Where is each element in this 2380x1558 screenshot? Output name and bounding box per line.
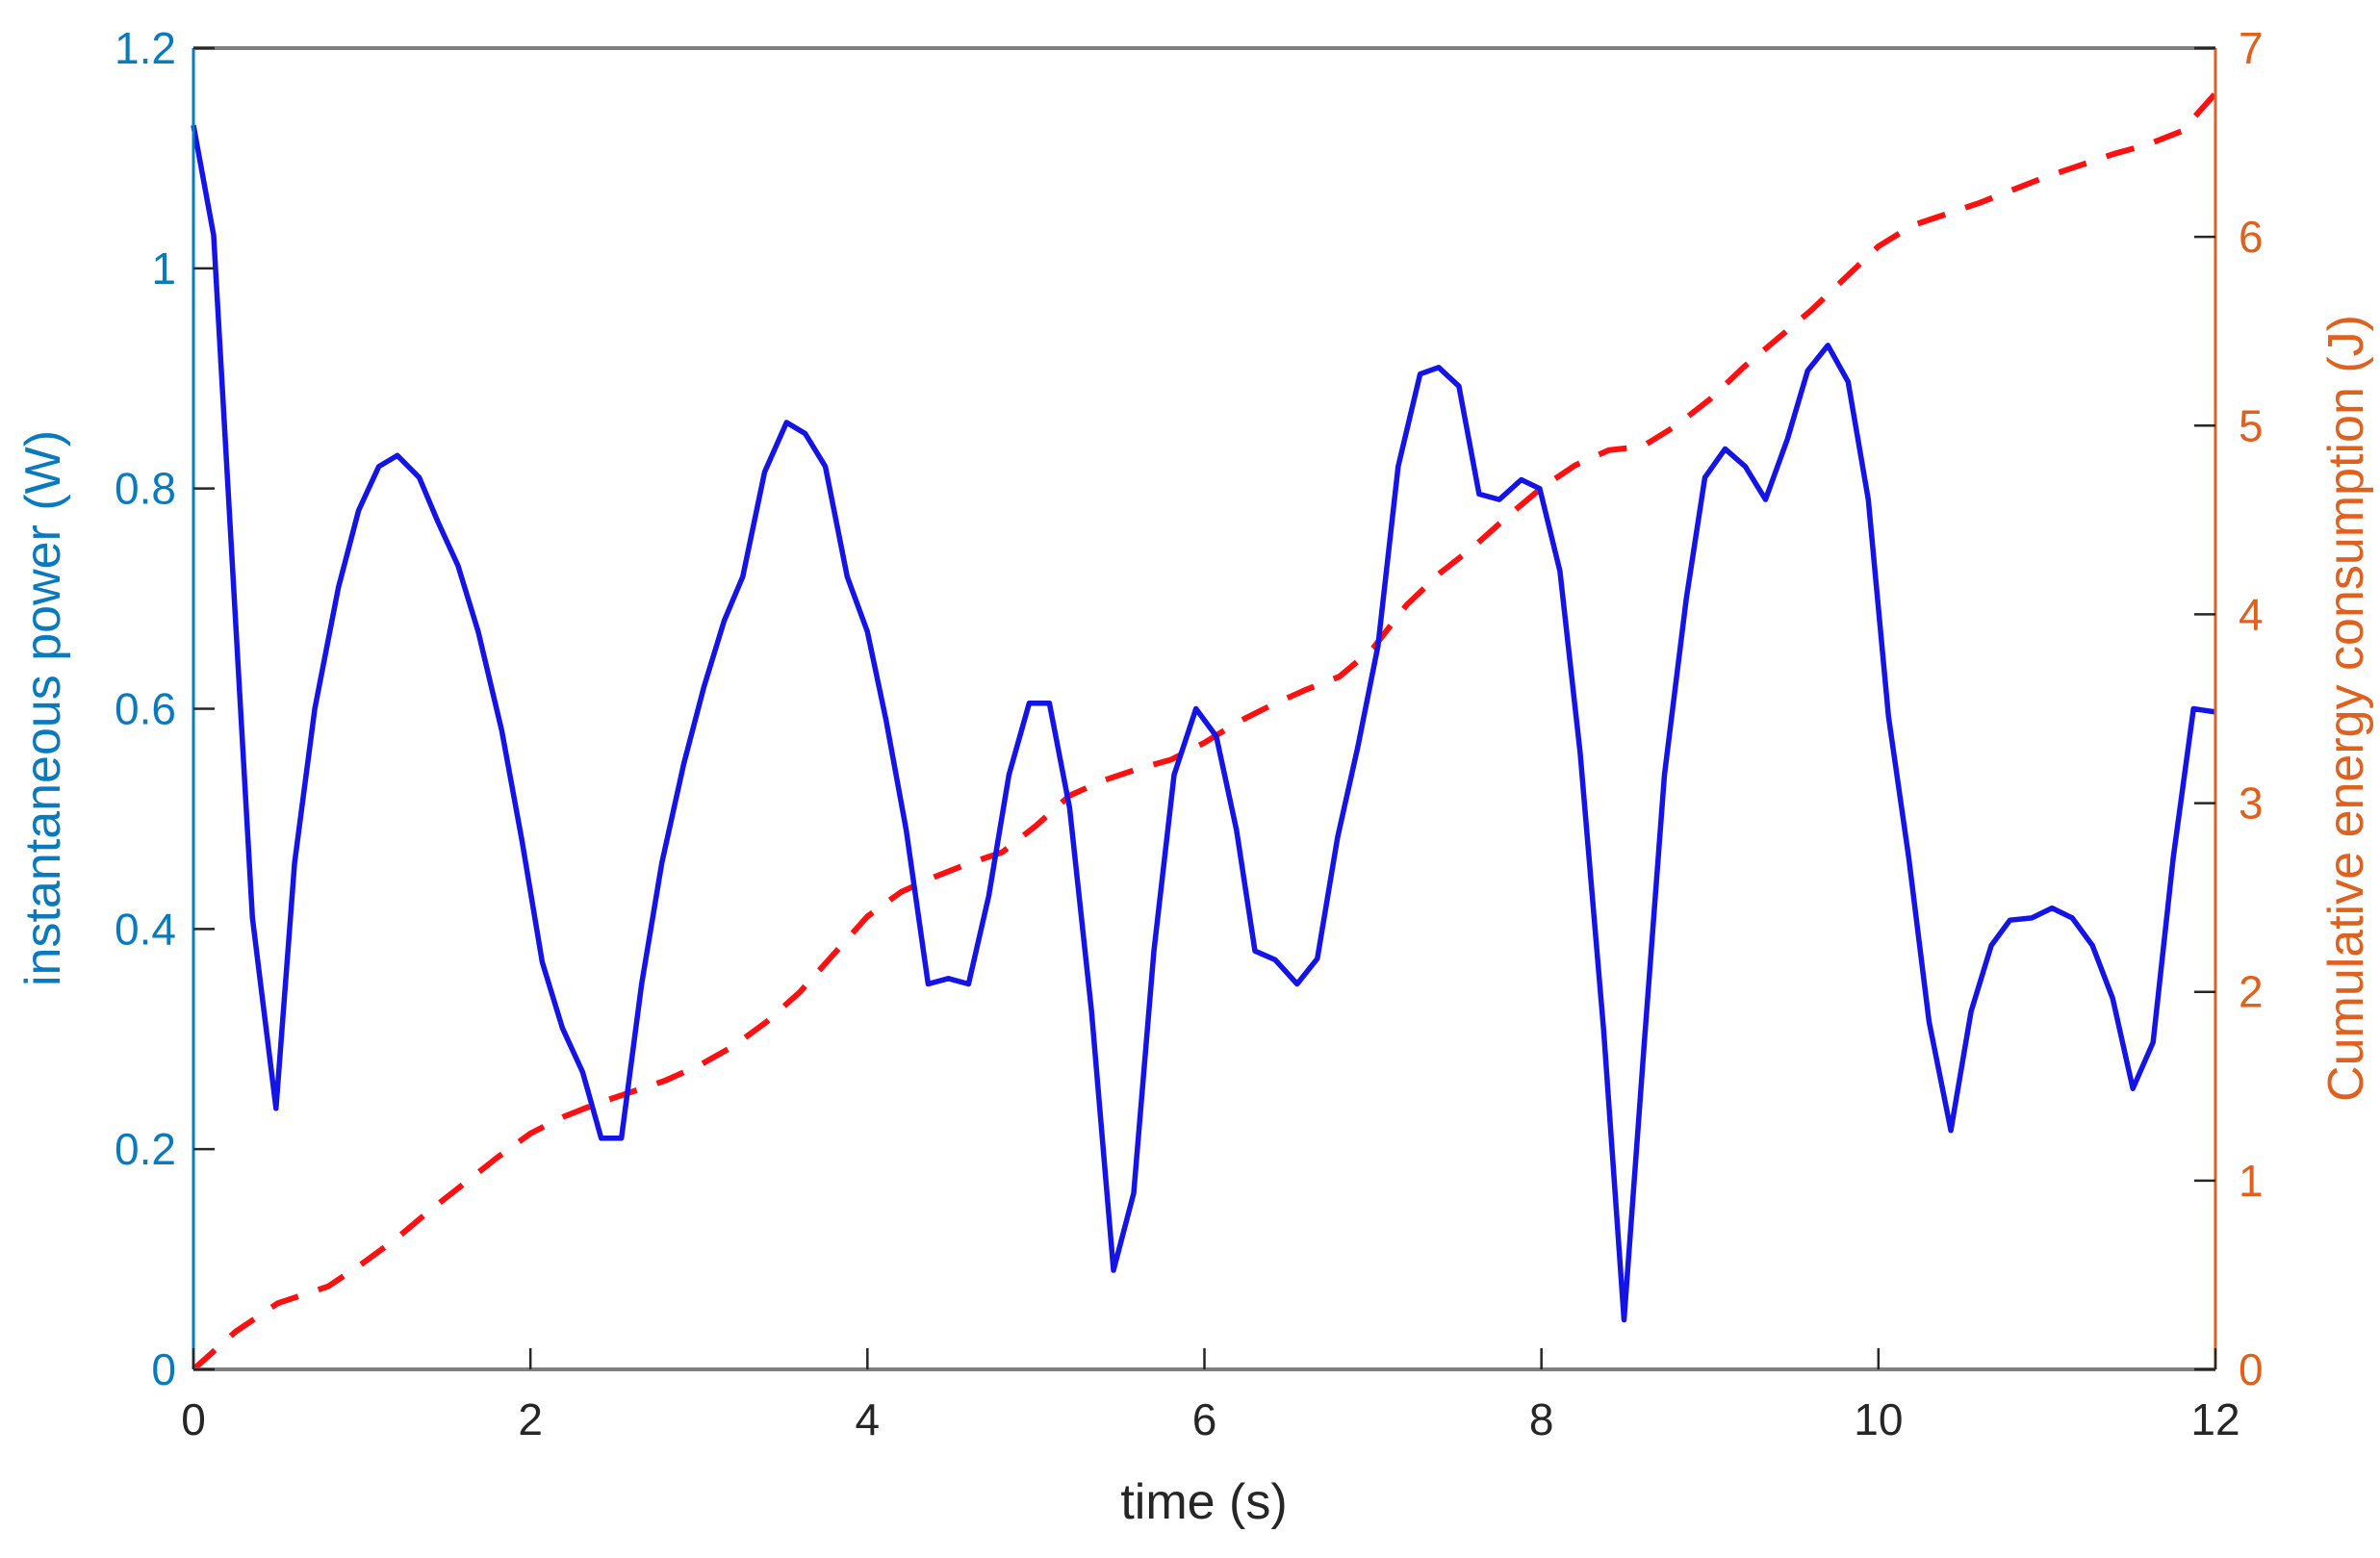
left-y-tick-label: 0.6 (115, 684, 176, 734)
x-tick-label: 0 (181, 1394, 206, 1444)
right-y-tick-label: 0 (2239, 1344, 2264, 1394)
right-y-tick-label: 7 (2239, 23, 2264, 73)
left-y-axis-label: instantaneous power (W) (15, 430, 71, 986)
x-tick-label: 10 (1854, 1394, 1903, 1444)
x-axis-label: time (s) (1120, 1474, 1287, 1530)
right-y-tick-label: 1 (2239, 1156, 2264, 1206)
x-tick-label: 6 (1192, 1394, 1217, 1444)
right-y-axis-ticks: 0 1 2 3 4 5 6 7 (2194, 23, 2264, 1394)
right-y-tick-label: 3 (2239, 779, 2264, 829)
left-y-tick-label: 1 (151, 243, 176, 294)
left-y-axis-ticks: 0 0.2 0.4 0.6 0.8 1 1.2 (115, 23, 215, 1394)
left-y-tick-label: 0.2 (115, 1124, 176, 1174)
right-y-tick-label: 5 (2239, 400, 2264, 450)
left-y-tick-label: 1.2 (115, 23, 176, 73)
left-y-tick-label: 0.8 (115, 464, 176, 514)
x-tick-label: 8 (1529, 1394, 1554, 1444)
right-y-tick-label: 4 (2239, 589, 2264, 639)
left-y-tick-label: 0.4 (115, 904, 176, 954)
x-tick-label: 4 (856, 1394, 881, 1444)
right-y-axis-label: Cumulative energy consumption (J) (2318, 315, 2374, 1102)
power-line-series (191, 124, 2216, 1323)
plot-area (191, 91, 2218, 1372)
left-y-tick-label: 0 (151, 1344, 176, 1394)
energy-line-series (191, 91, 2218, 1372)
x-tick-label: 12 (2190, 1394, 2239, 1444)
right-y-tick-label: 6 (2239, 212, 2264, 262)
x-tick-label: 2 (518, 1394, 543, 1444)
right-y-tick-label: 2 (2239, 967, 2264, 1017)
x-axis-ticks: 0 2 4 6 8 10 12 (181, 1348, 2240, 1444)
